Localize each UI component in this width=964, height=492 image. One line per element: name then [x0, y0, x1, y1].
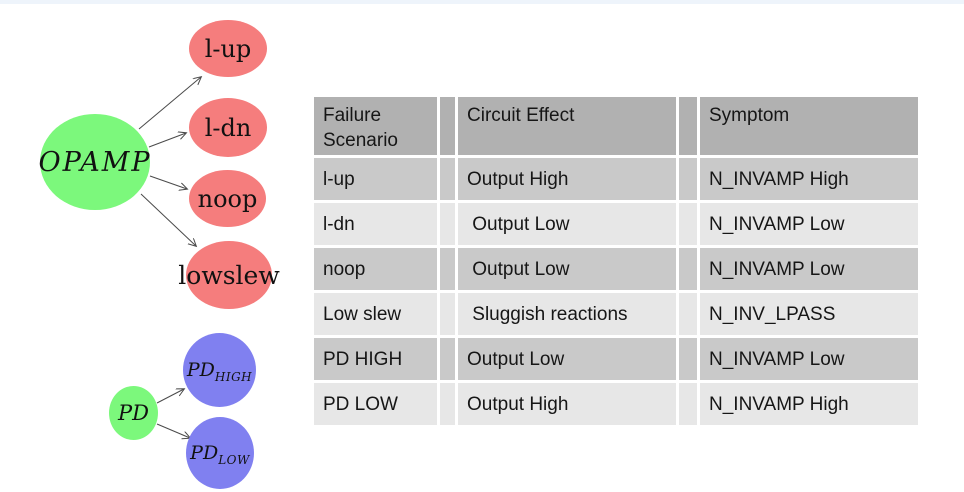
cell-spacer: [679, 338, 697, 380]
cell-scenario: PD HIGH: [314, 338, 437, 380]
cell-effect: Sluggish reactions: [458, 293, 676, 335]
node-pd-high-label: PDHIGH: [186, 359, 253, 384]
cell-effect: Output Low: [458, 248, 676, 290]
header-spacer-1: [440, 97, 455, 155]
header-circuit-effect: Circuit Effect: [458, 97, 676, 155]
arrow-opamp-lowslew: [140, 193, 196, 246]
node-l-up: l-up: [189, 20, 267, 77]
table-row-low-slew: Low slew Sluggish reactions N_INV_LPASS: [314, 293, 918, 335]
cell-scenario: noop: [314, 248, 437, 290]
node-pd: PD: [109, 386, 158, 440]
header-symptom: Symptom: [700, 97, 918, 155]
cell-scenario: l-dn: [314, 203, 437, 245]
cell-spacer: [679, 293, 697, 335]
cell-spacer: [679, 248, 697, 290]
node-pd-low-subscript: LOW: [218, 452, 250, 467]
cell-spacer: [679, 383, 697, 425]
cell-scenario: PD LOW: [314, 383, 437, 425]
cell-effect: Output High: [458, 383, 676, 425]
node-noop-label: noop: [197, 184, 258, 213]
top-strip: [0, 0, 964, 4]
node-l-dn-label: l-dn: [204, 113, 252, 142]
cell-symptom: N_INVAMP Low: [700, 338, 918, 380]
node-pd-low: PDLOW: [186, 417, 254, 489]
cell-spacer: [440, 248, 455, 290]
node-pd-low-label: PDLOW: [190, 442, 250, 467]
node-pd-label: PD: [118, 401, 149, 425]
header-failure-scenario: Failure Scenario: [314, 97, 437, 155]
cell-symptom: N_INVAMP High: [700, 383, 918, 425]
failure-scenario-table: Failure Scenario Circuit Effect Symptom …: [311, 94, 921, 428]
cell-spacer: [440, 293, 455, 335]
cell-effect: Output Low: [458, 338, 676, 380]
node-lowslew: lowslew: [178, 241, 280, 309]
arrow-opamp-ldn: [148, 133, 186, 148]
node-pd-high-subscript: HIGH: [214, 369, 253, 384]
arrow-pd-pdlow: [156, 423, 190, 438]
node-opamp-label: OPAMP: [38, 146, 152, 178]
node-l-up-label: l-up: [204, 34, 252, 63]
table-row-l-up: l-up Output High N_INVAMP High: [314, 158, 918, 200]
cell-scenario: Low slew: [314, 293, 437, 335]
arrow-pd-pdhigh: [156, 389, 184, 404]
node-l-dn: l-dn: [189, 98, 267, 157]
cell-symptom: N_INVAMP Low: [700, 248, 918, 290]
cell-spacer: [440, 158, 455, 200]
table-header-row: Failure Scenario Circuit Effect Symptom: [314, 97, 918, 155]
node-opamp: OPAMP: [38, 114, 152, 210]
cell-effect: Output High: [458, 158, 676, 200]
table-row-pd-low: PD LOW Output High N_INVAMP High: [314, 383, 918, 425]
cell-symptom: N_INVAMP Low: [700, 203, 918, 245]
cell-effect: Output Low: [458, 203, 676, 245]
table-row-noop: noop Output Low N_INVAMP Low: [314, 248, 918, 290]
table-row-l-dn: l-dn Output Low N_INVAMP Low: [314, 203, 918, 245]
cell-spacer: [440, 383, 455, 425]
node-lowslew-label: lowslew: [178, 260, 280, 290]
node-pd-high: PDHIGH: [183, 333, 256, 407]
arrow-opamp-noop: [149, 175, 187, 189]
cell-spacer: [679, 203, 697, 245]
header-spacer-2: [679, 97, 697, 155]
cell-scenario: l-up: [314, 158, 437, 200]
cell-symptom: N_INVAMP High: [700, 158, 918, 200]
cell-spacer: [679, 158, 697, 200]
table-row-pd-high: PD HIGH Output Low N_INVAMP Low: [314, 338, 918, 380]
cell-spacer: [440, 338, 455, 380]
cell-spacer: [440, 203, 455, 245]
cell-symptom: N_INV_LPASS: [700, 293, 918, 335]
node-noop: noop: [189, 170, 266, 227]
